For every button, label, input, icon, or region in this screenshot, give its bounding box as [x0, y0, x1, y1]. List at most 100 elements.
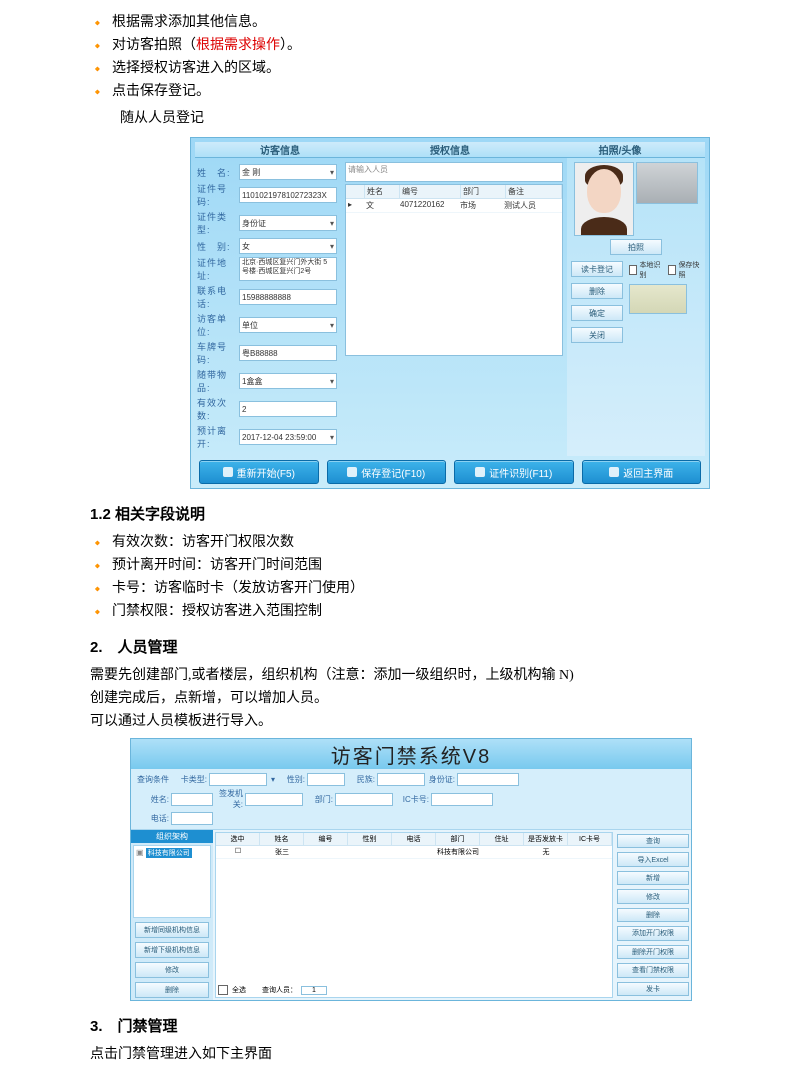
- p3: 点击门禁管理进入如下主界面: [90, 1044, 740, 1065]
- idno-input2[interactable]: [457, 773, 519, 786]
- issuer-label: 签发机关:: [213, 788, 245, 810]
- bullet-item: 🔸 根据需求添加其他信息。: [90, 12, 740, 33]
- col-dept: 部门: [461, 185, 506, 198]
- sex-select[interactable]: 女: [239, 238, 337, 254]
- scan-icon: [475, 467, 485, 477]
- dept-input[interactable]: [335, 793, 393, 806]
- add-person-button[interactable]: 新增: [617, 871, 689, 885]
- local-recog-check[interactable]: 本地识别 保存快照: [629, 260, 701, 280]
- bullet-icon: 🔸: [90, 60, 105, 78]
- cardtype-label: 卡类型:: [177, 774, 209, 785]
- times-input[interactable]: 2: [239, 401, 337, 417]
- bullet-item: 🔸 点击保存登记。: [90, 81, 740, 102]
- filter-label: 查询条件: [135, 774, 171, 785]
- tab-photo[interactable]: 拍照/头像: [535, 142, 705, 158]
- tel-input2[interactable]: [171, 812, 213, 825]
- edit-org-button[interactable]: 修改: [135, 962, 209, 978]
- bullet-item: 🔸预计离开时间：访客开门时间范围: [90, 555, 740, 576]
- tree-header: 组织架构: [131, 830, 213, 843]
- view-door-perm-button[interactable]: 查看门禁权限: [617, 963, 689, 977]
- people-table: 选中 姓名 编号 性别 电话 部门 住址 是否发放卡 IC卡号 ☐ 张三 科技有…: [215, 832, 613, 998]
- org-tree[interactable]: ▣ 科技有限公司: [133, 845, 211, 918]
- card-image: [629, 284, 687, 314]
- idno-label: 证件号码:: [197, 182, 239, 208]
- nation-input[interactable]: [377, 773, 425, 786]
- people-row[interactable]: ☐ 张三 科技有限公司 无: [216, 846, 612, 859]
- icno-input[interactable]: [431, 793, 493, 806]
- scan-button[interactable]: 证件识别(F11): [454, 460, 574, 484]
- car-label: 车牌号码:: [197, 340, 239, 366]
- tab-visitor-info[interactable]: 访客信息: [195, 142, 365, 158]
- delete-button[interactable]: 删除: [571, 283, 623, 299]
- bullets-top: 🔸 根据需求添加其他信息。 🔸 对访客拍照（根据需求操作）。 🔸 选择授权访客进…: [90, 12, 740, 102]
- ok-button[interactable]: 确定: [571, 305, 623, 321]
- action-panel: 查询 导入Excel 新增 修改 删除 添加开门权限 删除开门权限 查看门禁权限…: [615, 830, 691, 1000]
- section-2: 2. 人员管理: [90, 636, 740, 657]
- section-1-2: 1.2 相关字段说明: [90, 503, 740, 524]
- leave-input[interactable]: 2017-12-04 23:59:00: [239, 429, 337, 445]
- sex-label: 性别:: [275, 774, 307, 785]
- bullet-item: 🔸 对访客拍照（根据需求操作）。: [90, 35, 740, 56]
- add-sibling-button[interactable]: 新增同级机构信息: [135, 922, 209, 938]
- import-excel-button[interactable]: 导入Excel: [617, 852, 689, 866]
- col-check: [346, 185, 365, 198]
- col-name: 姓名: [365, 185, 400, 198]
- issue-card-button[interactable]: 发卡: [617, 982, 689, 996]
- unit-label: 访客单位:: [197, 312, 239, 338]
- nation-label: 民族:: [345, 774, 377, 785]
- delete-org-button[interactable]: 删除: [135, 982, 209, 998]
- restart-button[interactable]: 重新开始(F5): [199, 460, 319, 484]
- select-all-check[interactable]: [218, 985, 228, 995]
- bullet-icon: 🔸: [90, 557, 105, 575]
- bullet-text-pre: 对访客拍照（: [112, 38, 196, 53]
- camera-preview: [636, 162, 698, 204]
- tel-input[interactable]: 15988888888: [239, 289, 337, 305]
- delete-person-button[interactable]: 删除: [617, 908, 689, 922]
- bullet-icon: 🔸: [90, 83, 105, 101]
- edit-person-button[interactable]: 修改: [617, 889, 689, 903]
- p2-1: 创建完成后，点新增，可以增加人员。: [90, 688, 740, 709]
- addr-input[interactable]: 北京·西城区复兴门外大街 5号楼·西城区复兴门2号: [239, 257, 337, 281]
- goods-input[interactable]: 1盒盒: [239, 373, 337, 389]
- p2-2: 可以通过人员模板进行导入。: [90, 711, 740, 732]
- add-child-button[interactable]: 新增下级机构信息: [135, 942, 209, 958]
- idtype-select[interactable]: 身份证: [239, 215, 337, 231]
- people-manage-window: 访客门禁系统V8 查询条件 卡类型: ▾ 性别: 民族: 身份证: 姓名: 签发…: [130, 738, 692, 1001]
- section-3: 3. 门禁管理: [90, 1015, 740, 1036]
- return-button[interactable]: 返回主界面: [582, 460, 702, 484]
- subhead-follower: 随从人员登记: [120, 108, 740, 129]
- p2-0: 需要先创建部门,或者楼层，组织机构（注意：添加一级组织时，上级机构输 N): [90, 665, 740, 686]
- car-input[interactable]: 粤B88888: [239, 345, 337, 361]
- idtype-label: 证件类型:: [197, 210, 239, 236]
- name-input2[interactable]: [171, 793, 213, 806]
- follower-search[interactable]: 请输入人员: [345, 162, 563, 182]
- add-door-perm-button[interactable]: 添加开门权限: [617, 926, 689, 940]
- tab-auth-info[interactable]: 授权信息: [365, 142, 535, 158]
- unit-input[interactable]: 单位: [239, 317, 337, 333]
- restart-icon: [223, 467, 233, 477]
- bullet-icon: 🔸: [90, 580, 105, 598]
- visitor-form: 姓 名: 金 刚 证件号码: 110102197810272323X 证件类型:…: [195, 158, 341, 456]
- bullet-item: 🔸门禁权限：授权访客进入范围控制: [90, 601, 740, 622]
- org-tree-panel: 组织架构 ▣ 科技有限公司 新增同级机构信息 新增下级机构信息 修改 删除: [131, 830, 213, 1000]
- sex-input[interactable]: [307, 773, 345, 786]
- del-door-perm-button[interactable]: 删除开门权限: [617, 945, 689, 959]
- bullet-text: 选择授权访客进入的区域。: [112, 61, 280, 76]
- close-button[interactable]: 关闭: [571, 327, 623, 343]
- return-icon: [609, 467, 619, 477]
- visitor-photo: [574, 162, 634, 236]
- readcard-button[interactable]: 读卡登记: [571, 261, 623, 277]
- idno-input[interactable]: 110102197810272323X: [239, 187, 337, 203]
- sex-label: 性 别:: [197, 240, 239, 253]
- name-label: 姓 名:: [197, 166, 239, 179]
- save-icon: [347, 467, 357, 477]
- camera-button[interactable]: 拍照: [610, 239, 662, 255]
- bullet-icon: 🔸: [90, 534, 105, 552]
- bullet-text: 点击保存登记。: [112, 84, 210, 99]
- query-button[interactable]: 查询: [617, 834, 689, 848]
- cardtype-input[interactable]: [209, 773, 267, 786]
- save-button[interactable]: 保存登记(F10): [327, 460, 447, 484]
- issuer-input[interactable]: [245, 793, 303, 806]
- follower-row[interactable]: ▸ 文 4071220162 市场 测试人员: [346, 199, 562, 213]
- name-input[interactable]: 金 刚: [239, 164, 337, 180]
